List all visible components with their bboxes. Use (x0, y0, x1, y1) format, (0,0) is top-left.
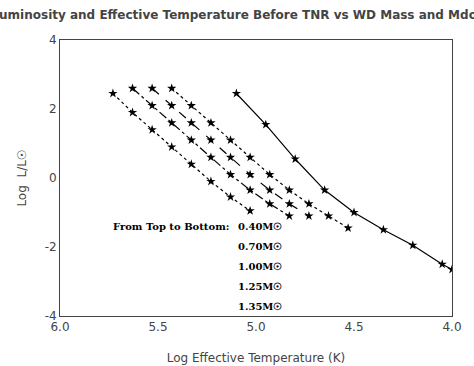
svg-text:1.00M☉: 1.00M☉ (238, 261, 282, 272)
svg-text:1.35M☉: 1.35M☉ (238, 301, 282, 312)
svg-text:0.40M☉: 0.40M☉ (238, 221, 282, 232)
svg-text:1.25M☉: 1.25M☉ (238, 281, 282, 292)
svg-text:Log L/L☉: Log L/L☉ (15, 149, 29, 206)
svg-text:-4: -4 (45, 309, 57, 323)
svg-text:From Top to Bottom:: From Top to Bottom: (113, 221, 229, 232)
svg-text:4.5: 4.5 (344, 320, 363, 334)
svg-text:5.5: 5.5 (148, 320, 167, 334)
svg-text:6.0: 6.0 (50, 320, 69, 334)
svg-text:0.70M☉: 0.70M☉ (238, 241, 282, 252)
svg-text:4.0: 4.0 (442, 320, 461, 334)
svg-text:Luminosity and Effective Tempe: Luminosity and Effective Temperature Bef… (0, 8, 474, 22)
svg-text:Log Effective Temperature (K): Log Effective Temperature (K) (167, 351, 345, 365)
svg-text:0: 0 (49, 171, 57, 185)
svg-text:-2: -2 (45, 240, 57, 254)
svg-text:4: 4 (49, 33, 57, 47)
svg-text:5.0: 5.0 (246, 320, 265, 334)
svg-text:2: 2 (49, 102, 57, 116)
